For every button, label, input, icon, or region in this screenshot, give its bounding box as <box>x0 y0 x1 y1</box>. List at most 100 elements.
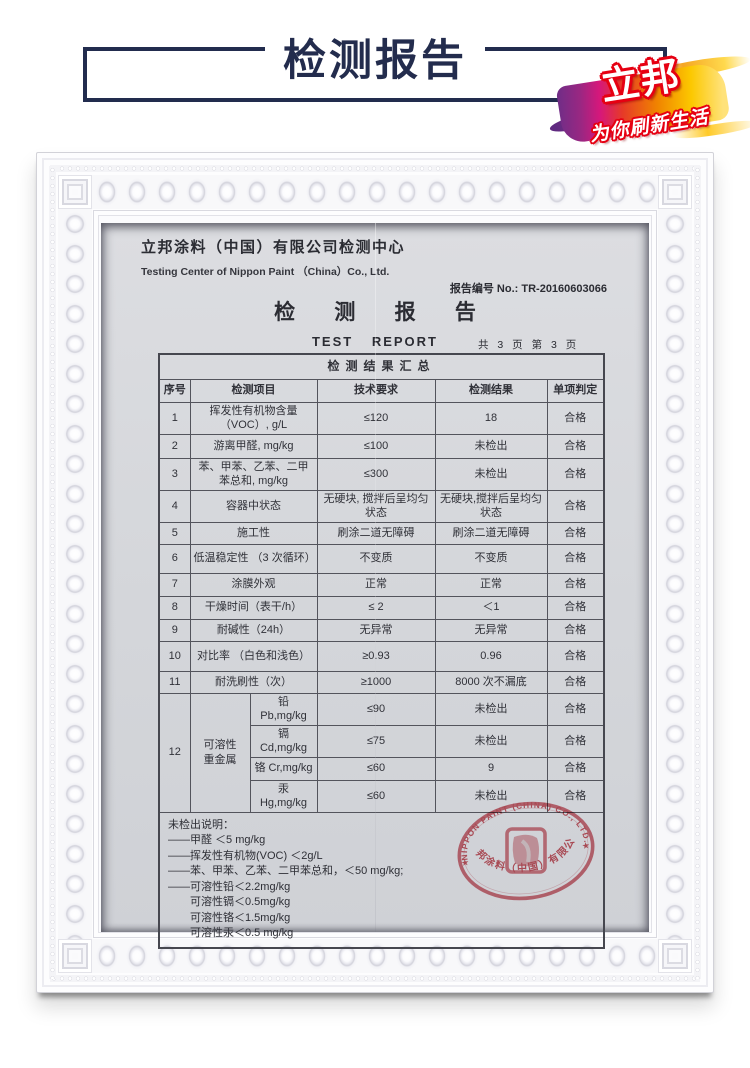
cell-requirement: 无异常 <box>316 618 436 642</box>
page-count: 共 3 页 第 3 页 <box>478 339 580 351</box>
cell-item: 耐碱性（24h） <box>189 618 318 642</box>
cell-requirement: ≤100 <box>316 433 436 459</box>
table-row: 7 涂膜外观 正常 正常 合格 <box>158 572 605 597</box>
table-row: 6 低温稳定性 （3 次循环） 不变质 不变质 合格 <box>158 543 605 574</box>
cell-subitem: 汞 Hg,mg/kg <box>249 779 318 813</box>
cell-verdict: 合格 <box>546 543 605 574</box>
cell-no: 8 <box>158 595 191 620</box>
table-row: 未检出说明： ——甲醛 ＜5 mg/kg ——挥发性有机物(VOC) ＜2g/L… <box>158 811 605 949</box>
table-row: 8 干燥时间（表干/h） ≤ 2 ＜1 合格 <box>158 595 605 620</box>
cell-no: 7 <box>158 572 191 597</box>
table-row: 12 可溶性 重金属 铅 Pb,mg/kg ≤90 未检出 合格 <box>158 692 605 813</box>
cell-requirement: ≤75 <box>316 724 436 758</box>
cell-no: 2 <box>158 433 191 459</box>
cell-group-label: 可溶性 重金属 <box>189 692 251 813</box>
cell-verdict: 合格 <box>546 401 605 435</box>
table-row: 11 耐洗刷性（次） ≥1000 8000 次不漏底 合格 <box>158 670 605 694</box>
cell-no: 10 <box>158 640 191 672</box>
group-label-line: 可溶性 <box>203 739 237 752</box>
photo-frame: 立邦涂料（中国）有限公司检测中心 Testing Center of Nippo… <box>36 152 714 993</box>
cell-no: 12 <box>158 692 191 813</box>
table-row: 汞 Hg,mg/kg ≤60 未检出 合格 <box>159 779 605 813</box>
table-row: 3 苯、甲苯、乙苯、二甲苯总和, mg/kg ≤300 未检出 合格 <box>158 457 605 491</box>
cell-requirement: 刷涂二道无障碍 <box>316 521 436 545</box>
company-seal: NIPPON PAINT (CHINA) CO., LTD. 立邦涂料（中国）有… <box>454 792 595 901</box>
frame-egg-molding <box>92 175 658 209</box>
cell-no: 3 <box>158 457 191 491</box>
note-line: 可溶性汞＜0.5 mg/kg <box>190 927 294 940</box>
table-title: 检测结果汇总 <box>158 353 605 380</box>
cell-requirement: ≤ 2 <box>316 595 436 620</box>
cell-item: 游离甲醛, mg/kg <box>189 433 318 459</box>
frame-corner-rosette <box>58 175 92 209</box>
cell-subitem: 铅 Pb,mg/kg <box>249 692 318 726</box>
table-row: 10 对比率 （白色和浅色） ≥0.93 0.96 合格 <box>158 640 605 672</box>
cell-result: 9 <box>434 756 548 781</box>
org-name-en: Testing Center of Nippon Paint （China）Co… <box>141 266 390 278</box>
cell-verdict: 合格 <box>546 670 605 694</box>
cell-verdict: 合格 <box>546 433 605 459</box>
cell-verdict: 合格 <box>546 572 605 597</box>
table-row: 1 挥发性有机物含量 （VOC）, g/L ≤120 18 合格 <box>158 401 605 435</box>
notes-title: 未检出说明： <box>168 818 234 831</box>
cell-item: 苯、甲苯、乙苯、二甲苯总和, mg/kg <box>189 457 318 491</box>
cell-verdict: 合格 <box>546 618 605 642</box>
note-line: 可溶性镉＜0.5mg/kg <box>190 896 291 909</box>
doc-title-cn: 检 测 报 告 <box>274 300 493 324</box>
frame-egg-molding <box>658 209 692 939</box>
report-number: 报告编号 No.: TR-20160603066 <box>449 283 607 295</box>
cell-item: 施工性 <box>189 521 318 545</box>
table-row: 镉 Cd,mg/kg ≤75 未检出 合格 <box>159 724 605 758</box>
cell-result: 无硬块,搅拌后呈均匀状态 <box>434 489 548 523</box>
cell-result: 正常 <box>434 572 548 597</box>
nippon-brand-badge: 立邦 为你刷新生活 <box>548 48 750 148</box>
cell-requirement: 正常 <box>316 572 436 597</box>
col-header: 检测结果 <box>434 378 548 403</box>
frame-corner-rosette <box>658 175 692 209</box>
frame-corner-rosette <box>658 939 692 973</box>
cell-requirement: ≤300 <box>316 457 436 491</box>
seal-star-right-icon: ★ <box>581 840 590 851</box>
frame-egg-molding <box>58 209 92 939</box>
seal-center-emblem <box>505 827 547 874</box>
cell-verdict: 合格 <box>546 521 605 545</box>
note-line: 可溶性铬＜1.5mg/kg <box>190 911 291 924</box>
note-line: ——甲醛 ＜5 mg/kg <box>168 834 266 847</box>
col-header: 技术要求 <box>316 378 436 403</box>
frame-bead-strip <box>50 165 700 172</box>
cell-result: 不变质 <box>434 543 548 574</box>
frame-bead-strip <box>694 166 701 979</box>
table-row: 铬 Cr,mg/kg ≤60 9 合格 <box>159 756 605 781</box>
cell-item: 对比率 （白色和浅色） <box>189 640 318 672</box>
cell-result: 无异常 <box>434 618 548 642</box>
cell-result: 未检出 <box>434 724 548 758</box>
cell-requirement: ≥0.93 <box>316 640 436 672</box>
cell-requirement: ≤60 <box>316 779 436 813</box>
seal-star-left-icon: ★ <box>460 857 469 868</box>
cell-item: 涂膜外观 <box>189 572 318 597</box>
table-row: 4 容器中状态 无硬块, 搅拌后呈均匀状态 无硬块,搅拌后呈均匀状态 合格 <box>158 489 605 523</box>
cell-result: 未检出 <box>434 433 548 459</box>
note-line: ——可溶性铅＜2.2mg/kg <box>168 880 291 893</box>
seal-inner-ring <box>463 807 589 895</box>
note-line: ——苯、甲苯、乙苯、二甲苯总和，＜50 mg/kg; <box>168 865 404 878</box>
cell-no: 9 <box>158 618 191 642</box>
cell-item: 干燥时间（表干/h） <box>189 595 318 620</box>
cell-requirement: ≤60 <box>316 756 436 781</box>
banner-title: 检测报告 <box>265 38 485 84</box>
cell-result: 刷涂二道无障碍 <box>434 521 548 545</box>
cell-result: 未检出 <box>434 457 548 491</box>
col-header: 检测项目 <box>189 378 318 403</box>
cell-result: ＜1 <box>434 595 548 620</box>
certificate-paper: 立邦涂料（中国）有限公司检测中心 Testing Center of Nippo… <box>101 223 649 949</box>
cell-result: 18 <box>434 401 548 435</box>
cell-item: 容器中状态 <box>189 489 318 523</box>
cell-verdict: 合格 <box>546 724 605 758</box>
cell-result: 8000 次不漏底 <box>434 670 548 694</box>
cell-result: 未检出 <box>434 692 548 726</box>
col-header: 单项判定 <box>546 378 605 403</box>
cell-no: 6 <box>158 543 191 574</box>
table-row: 9 耐碱性（24h） 无异常 无异常 合格 <box>158 618 605 642</box>
test-results-table: 检测结果汇总 序号 检测项目 技术要求 检测结果 单项判定 1 挥发性有机物含量… <box>158 353 606 949</box>
group-label-line: 重金属 <box>203 753 237 766</box>
